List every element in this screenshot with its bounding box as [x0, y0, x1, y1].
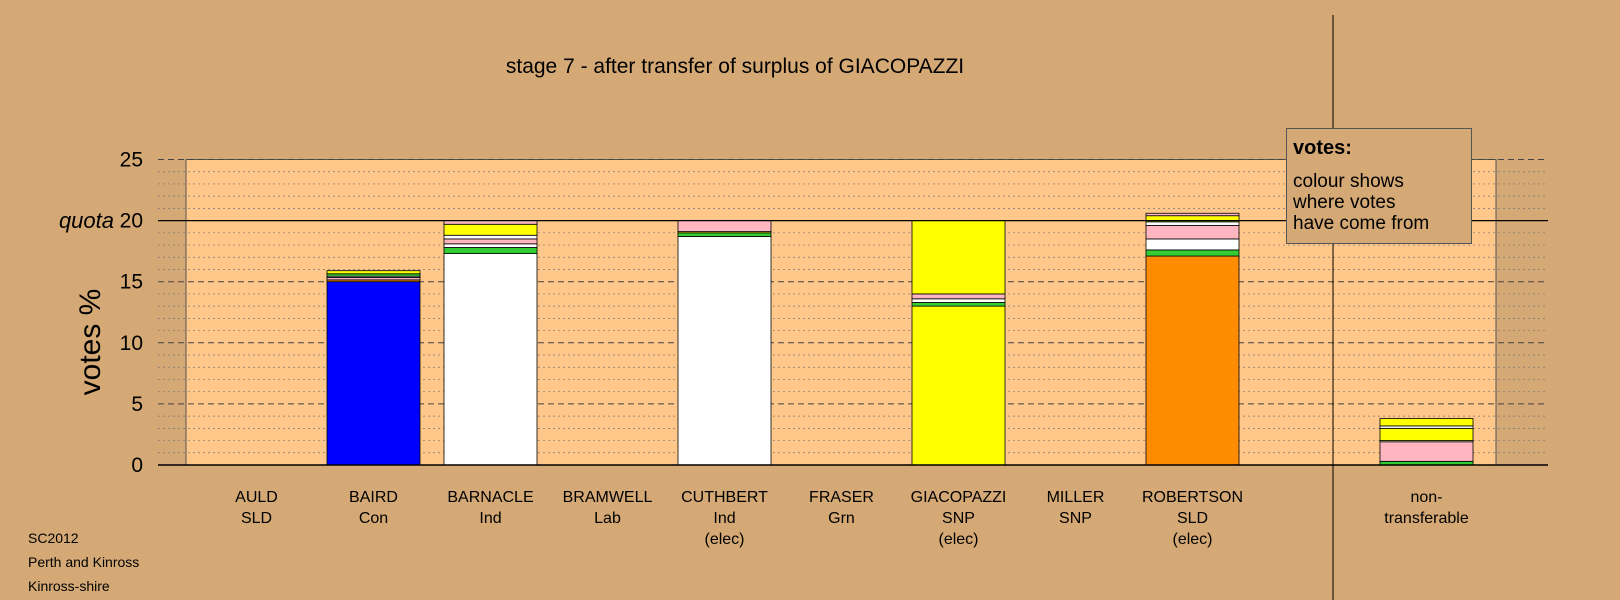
bar-non-transferable-segment — [1379, 418, 1474, 427]
category-labels: AULD SLD BAIRD Con BARNACLE Ind BRAMWELL Lab CUT… — [235, 489, 1469, 548]
y-tick-label: 10 — [120, 332, 143, 355]
bar-robertson-segment — [1145, 249, 1240, 257]
candidate-name: BAIRD — [349, 489, 398, 506]
y-tick-label: 25 — [120, 149, 143, 172]
bar-barnacle-segment — [443, 247, 538, 254]
candidate-name: MILLER — [1047, 489, 1105, 506]
legend-title: votes: — [1293, 137, 1352, 159]
candidate-status: (elec) — [1172, 531, 1212, 548]
bar-giacopazzi-segment — [911, 298, 1006, 303]
bar-robertson-segment — [1145, 255, 1240, 466]
bar-non-transferable-segment — [1379, 427, 1474, 441]
candidate-party: SLD — [1177, 510, 1208, 527]
bar-giacopazzi-segment — [911, 293, 1006, 300]
bar-cuthbert-segment — [677, 236, 772, 466]
candidate-status: (elec) — [938, 531, 978, 548]
bar-barnacle-segment — [443, 238, 538, 245]
bar-baird-segment — [326, 281, 421, 466]
candidate-party: Con — [359, 510, 388, 527]
bar-giacopazzi-segment — [911, 302, 1006, 307]
y-tick-label: 20 — [120, 210, 143, 233]
candidate-party: Grn — [828, 510, 855, 527]
footer-election: SC2012 — [28, 530, 79, 546]
candidate-party: SNP — [1059, 510, 1092, 527]
chart-title: stage 7 - after transfer of surplus of G… — [506, 55, 964, 78]
bar-barnacle-segment — [443, 234, 538, 240]
candidate-party: Ind — [479, 510, 501, 527]
legend-line-2: where votes — [1293, 192, 1396, 213]
bars — [326, 212, 1474, 466]
bar-giacopazzi-segment — [911, 220, 1006, 295]
bar-cuthbert-segment — [677, 220, 772, 232]
candidate-name: ROBERTSON — [1142, 489, 1243, 506]
bar-robertson-segment — [1145, 238, 1240, 251]
candidate-party: SLD — [241, 510, 272, 527]
y-tick-label: 0 — [131, 454, 143, 477]
candidate-status: (elec) — [704, 531, 744, 548]
candidate-party: SNP — [942, 510, 975, 527]
quota-label: quota — [59, 208, 114, 233]
bar-baird-segment — [326, 270, 421, 275]
bar-barnacle-segment — [443, 243, 538, 248]
y-tick-label: 5 — [131, 393, 143, 416]
bar-robertson-segment — [1145, 225, 1240, 240]
bar-non-transferable-segment — [1379, 441, 1474, 462]
candidate-name: GIACOPAZZI — [911, 489, 1007, 506]
y-tick-label: 15 — [120, 271, 143, 294]
bar-barnacle-segment — [443, 223, 538, 236]
candidate-name: CUTHBERT — [681, 489, 768, 506]
legend-line-1: colour shows — [1293, 171, 1404, 192]
y-axis-label: votes % — [74, 289, 107, 396]
candidate-party: Lab — [594, 510, 621, 527]
bar-barnacle-segment — [443, 253, 538, 466]
candidate-party: Ind — [713, 510, 735, 527]
footer-ward: Kinross-shire — [28, 578, 110, 594]
footer-council: Perth and Kinross — [28, 554, 140, 570]
bar-robertson-segment — [1145, 221, 1240, 226]
candidate-name: BRAMWELL — [563, 489, 653, 506]
non-transferable-label: non- — [1410, 489, 1442, 506]
non-transferable-label: transferable — [1384, 510, 1469, 527]
legend-line-3: have come from — [1293, 213, 1430, 234]
candidate-name: AULD — [235, 489, 278, 506]
bar-cuthbert-segment — [677, 232, 772, 237]
axes: 0 5 10 15 20 25 — [120, 15, 1548, 600]
bar-robertson-segment — [1145, 212, 1240, 217]
legend: votes: colour shows where votes have com… — [1286, 128, 1472, 244]
candidate-name: FRASER — [809, 489, 874, 506]
bar-giacopazzi-segment — [911, 305, 1006, 466]
candidate-name: BARNACLE — [447, 489, 533, 506]
